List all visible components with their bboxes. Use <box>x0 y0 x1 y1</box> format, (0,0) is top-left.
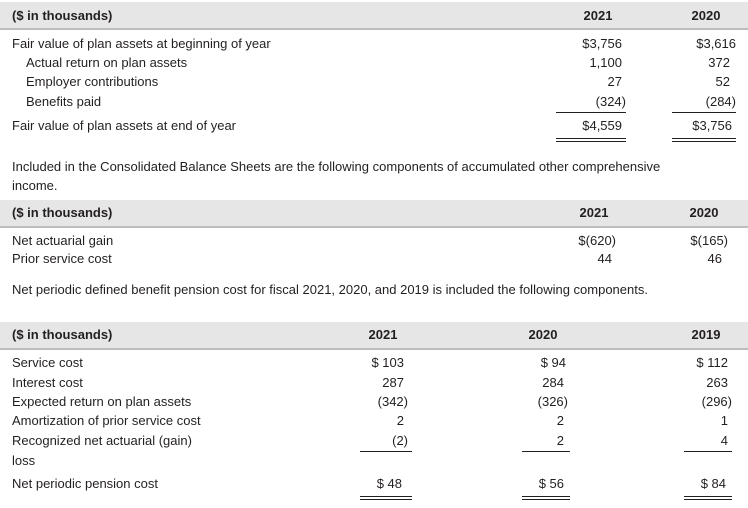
table3-row-2019: 263 <box>706 375 728 390</box>
table1-row-label: Fair value of plan assets at end of year <box>12 118 237 133</box>
table2-header-rule <box>0 226 748 228</box>
table2-row-2021: 44 <box>597 251 612 266</box>
table3-row-2021: $ 48 <box>376 476 402 491</box>
table3-row-2020: 2 <box>556 413 564 428</box>
table1-row-2020: 52 <box>715 74 730 89</box>
table2-col-2020: 2020 <box>689 205 719 220</box>
table3-row-label: Service cost <box>12 355 83 370</box>
table3-header-bg <box>0 322 748 348</box>
table3-row-2021: 2 <box>396 413 404 428</box>
table3-row-label: Net periodic pension cost <box>12 476 158 491</box>
table1-row-label: Fair value of plan assets at beginning o… <box>12 36 271 51</box>
table3-col-2021: 2021 <box>368 327 398 342</box>
table3-unit-label: ($ in thousands) <box>12 327 113 342</box>
table1-col-2020: 2020 <box>691 8 721 23</box>
table1-row-label: Benefits paid <box>26 94 102 109</box>
table1-row-2021: $4,559 <box>582 118 622 133</box>
table3-row-2021: (2) <box>392 433 408 448</box>
table1-row-2021: 27 <box>607 74 622 89</box>
table1-row-2020: $3,756 <box>692 118 732 133</box>
table1-row-2020: $3,616 <box>696 36 736 51</box>
table2-row-2020: $(165) <box>690 233 728 248</box>
total-double-underline <box>684 496 732 500</box>
table2-col-2021: 2021 <box>579 205 609 220</box>
table3-row-label: loss <box>12 453 36 468</box>
subtotal-underline <box>360 451 412 452</box>
table2-unit-label: ($ in thousands) <box>12 205 113 220</box>
table1-row-2021: 1,100 <box>589 55 622 70</box>
table1-header-bg <box>0 2 748 28</box>
table3-row-2020: $ 94 <box>540 355 566 370</box>
table1-row-label: Actual return on plan assets <box>26 55 188 70</box>
table3-col-2020: 2020 <box>528 327 558 342</box>
table1-unit-label: ($ in thousands) <box>12 8 113 23</box>
table3-row-2021: $ 103 <box>371 355 404 370</box>
table1-col-2021: 2021 <box>583 8 613 23</box>
subtotal-underline <box>684 451 732 452</box>
paragraph-aoci: Included in the Consolidated Balance She… <box>12 159 661 193</box>
total-double-underline <box>522 496 570 500</box>
table2-row-2021: $(620) <box>578 233 616 248</box>
table3-row-2019: $ 84 <box>700 476 726 491</box>
table2-row-label: Net actuarial gain <box>12 233 114 248</box>
subtotal-underline <box>556 112 626 113</box>
table3-header-rule <box>0 348 748 350</box>
total-double-underline <box>672 138 736 142</box>
table3-row-2019: (296) <box>701 394 732 409</box>
table3-col-2019: 2019 <box>691 327 721 342</box>
table2-row-label: Prior service cost <box>12 251 112 266</box>
table1-row-2021: (324) <box>595 94 626 109</box>
paragraph-pension-cost: Net periodic defined benefit pension cos… <box>12 282 648 297</box>
total-double-underline <box>360 496 412 500</box>
table3-row-label: Expected return on plan assets <box>12 394 192 409</box>
table2-row-2020: 46 <box>707 251 722 266</box>
table3-row-2020: $ 56 <box>538 476 564 491</box>
table1-header-rule <box>0 28 748 30</box>
table3-row-label: Recognized net actuarial (gain) <box>12 433 192 448</box>
table1-row-label: Employer contributions <box>26 74 159 89</box>
table3-row-2019: 1 <box>720 413 728 428</box>
total-double-underline <box>556 138 626 142</box>
table3-row-2019: 4 <box>720 433 728 448</box>
table1-row-2020: 372 <box>708 55 730 70</box>
subtotal-underline <box>672 112 736 113</box>
table3-row-2020: 284 <box>542 375 564 390</box>
subtotal-underline <box>522 451 570 452</box>
table3-row-2020: 2 <box>556 433 564 448</box>
table1-row-2020: (284) <box>705 94 736 109</box>
table3-row-2021: 287 <box>382 375 404 390</box>
table2-header-bg <box>0 200 748 226</box>
table3-row-label: Amortization of prior service cost <box>12 413 201 428</box>
table3-row-2021: (342) <box>377 394 408 409</box>
table1-row-2021: $3,756 <box>582 36 622 51</box>
table3-row-label: Interest cost <box>12 375 83 390</box>
table3-row-2019: $ 112 <box>696 355 728 370</box>
table3-row-2020: (326) <box>537 394 568 409</box>
